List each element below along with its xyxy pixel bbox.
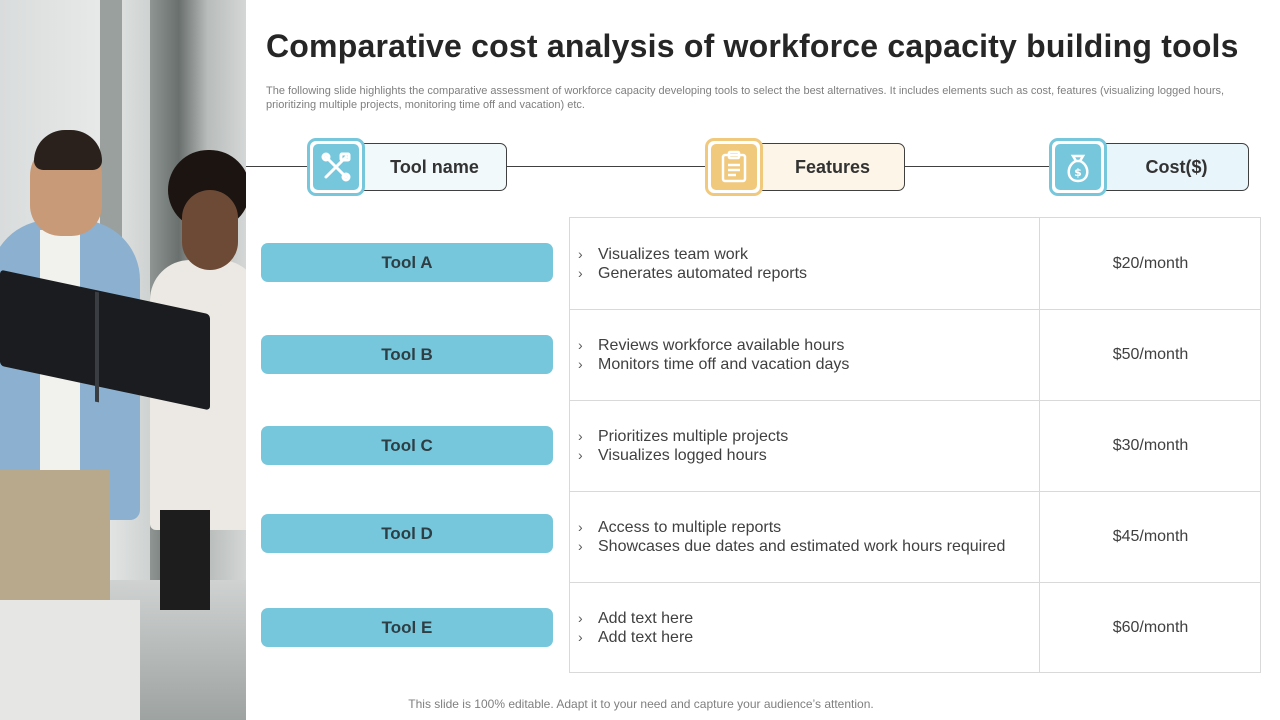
table-row-c-features: › Prioritizes multiple projects › Visualiz…: [578, 427, 788, 465]
feature-bullet: › Reviews workforce available hours: [578, 336, 849, 355]
chevron-right-icon: ›: [578, 538, 583, 554]
chevron-right-icon: ›: [578, 629, 583, 645]
feature-bullet: › Add text here: [578, 628, 693, 647]
chevron-right-icon: ›: [578, 265, 583, 281]
feature-text: Prioritizes multiple projects: [598, 428, 789, 445]
feature-bullet: › Generates automated reports: [578, 264, 807, 283]
chevron-right-icon: ›: [578, 356, 583, 372]
table-row-a-cost: $20/month: [1112, 254, 1189, 272]
tools-icon: [313, 144, 359, 190]
tool-c-pill: Tool C: [261, 426, 553, 465]
tool-b-pill: Tool B: [261, 335, 553, 374]
feature-text: Generates automated reports: [598, 265, 808, 282]
photo-woman-face: [182, 190, 238, 270]
slide-title: Comparative cost analysis of workforce c…: [266, 28, 1239, 64]
table-row-e-cost: $60/month: [1112, 618, 1189, 636]
photo-table: [0, 600, 140, 720]
feature-bullet: › Add text here: [578, 609, 693, 628]
table-column-divider: [1039, 218, 1040, 672]
table-row-divider: [570, 582, 1260, 583]
table-row-d-cost: $45/month: [1112, 527, 1189, 545]
header-features-label: Features: [794, 156, 871, 177]
feature-bullet: › Prioritizes multiple projects: [578, 427, 788, 446]
header-tool-icon-frame: [307, 138, 365, 196]
feature-text: Monitors time off and vacation days: [598, 356, 850, 373]
feature-bullet: › Visualizes team work: [578, 245, 807, 264]
chevron-right-icon: ›: [578, 447, 583, 463]
chevron-right-icon: ›: [578, 610, 583, 626]
chevron-right-icon: ›: [578, 428, 583, 444]
table-row-e-features: › Add text here › Add text here: [578, 609, 693, 647]
feature-text: Add text here: [598, 610, 694, 627]
tool-e-pill: Tool E: [261, 608, 553, 647]
feature-text: Visualizes team work: [598, 246, 748, 263]
header-tool-name-label: Tool name: [390, 156, 479, 177]
tool-d-pill: Tool D: [261, 514, 553, 553]
table-row-divider: [570, 400, 1260, 401]
table-row-b-cost: $50/month: [1112, 345, 1189, 363]
table-row-c-cost: $30/month: [1112, 436, 1189, 454]
slide-footer-note: This slide is 100% editable. Adapt it to…: [408, 697, 874, 711]
feature-bullet: › Access to multiple reports: [578, 518, 1005, 537]
comparison-table: › Visualizes team work › Generates automat…: [569, 217, 1261, 673]
feature-text: Showcases due dates and estimated work h…: [598, 538, 1006, 555]
photo-man-hair: [34, 130, 102, 170]
header-cost-icon-frame: $: [1049, 138, 1107, 196]
office-photo: [0, 0, 246, 720]
feature-text: Add text here: [598, 629, 694, 646]
feature-text: Visualizes logged hours: [598, 447, 767, 464]
table-row-a-features: › Visualizes team work › Generates automat…: [578, 245, 807, 283]
chevron-right-icon: ›: [578, 337, 583, 353]
table-row-divider: [570, 309, 1260, 310]
table-row-d-features: › Access to multiple reports › Showcases d…: [578, 518, 1005, 556]
header-cost-label: Cost($): [1145, 156, 1208, 177]
slide-subtitle: The following slide highlights the compa…: [266, 85, 1225, 111]
feature-text: Reviews workforce available hours: [598, 337, 845, 354]
photo-folder-spine: [95, 291, 99, 403]
svg-text:$: $: [1074, 166, 1082, 179]
tool-a-pill: Tool A: [261, 243, 553, 282]
table-row-b-features: › Reviews workforce available hours › Moni…: [578, 336, 849, 374]
money-bag-icon: $: [1055, 144, 1101, 190]
feature-bullet: › Showcases due dates and estimated work …: [578, 537, 1005, 556]
photo-woman-pants: [160, 510, 210, 610]
feature-bullet: › Monitors time off and vacation days: [578, 355, 849, 374]
header-features-icon-frame: [705, 138, 763, 196]
table-row-divider: [570, 491, 1260, 492]
chevron-right-icon: ›: [578, 519, 583, 535]
feature-text: Access to multiple reports: [598, 519, 782, 536]
feature-bullet: › Visualizes logged hours: [578, 446, 788, 465]
clipboard-icon: [711, 144, 757, 190]
chevron-right-icon: ›: [578, 246, 583, 262]
